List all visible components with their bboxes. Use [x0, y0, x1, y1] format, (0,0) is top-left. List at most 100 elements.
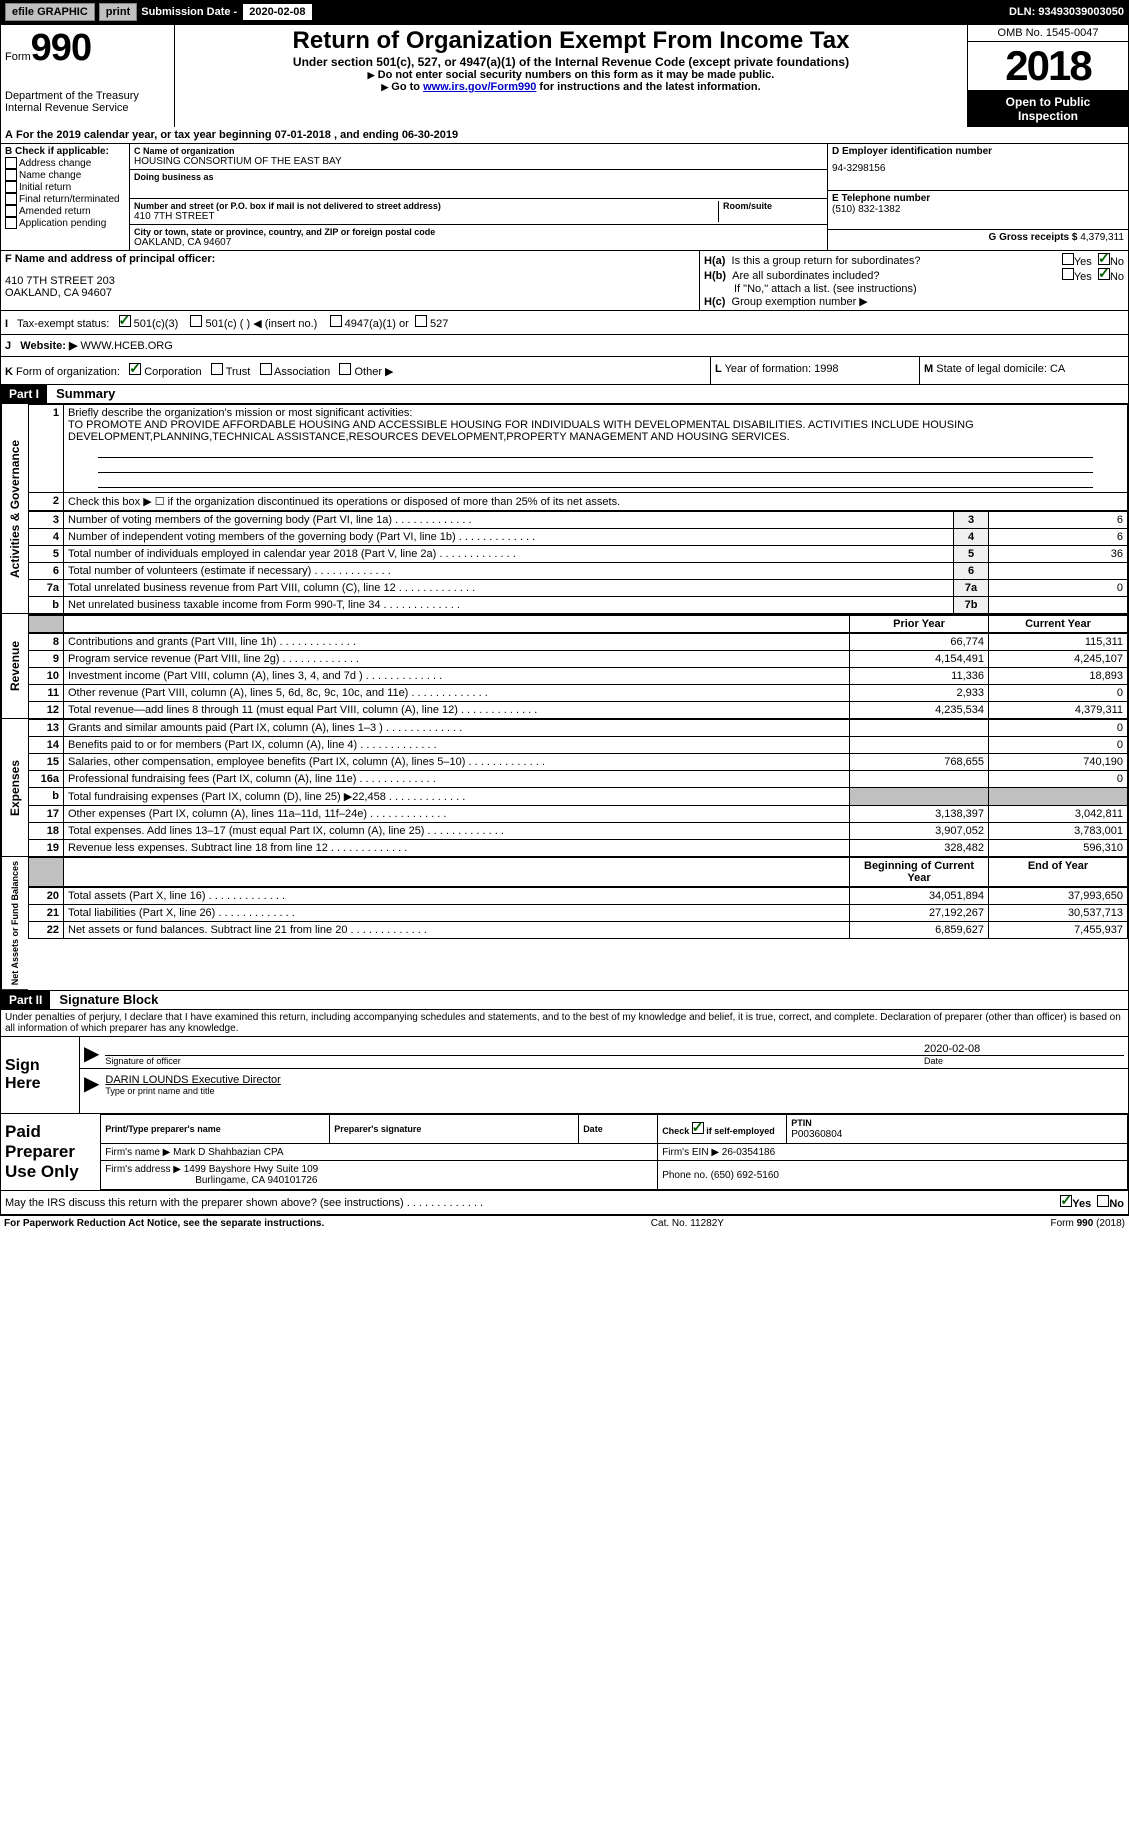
line-cur: 3,042,811	[989, 806, 1128, 823]
cb-may-irs-yes[interactable]	[1060, 1195, 1072, 1207]
line-desc: Program service revenue (Part VIII, line…	[64, 651, 850, 668]
cb-527[interactable]	[415, 315, 427, 327]
cb-final-return[interactable]	[5, 193, 17, 205]
line-desc: Revenue less expenses. Subtract line 18 …	[64, 840, 850, 857]
sig-officer-label: Signature of officer	[105, 1055, 924, 1066]
instr-goto-pre: Go to	[391, 81, 423, 93]
org-name: HOUSING CONSORTIUM OF THE EAST BAY	[134, 156, 823, 167]
line-desc: Total fundraising expenses (Part IX, col…	[64, 788, 850, 806]
lbl-amended-return: Amended return	[19, 206, 91, 217]
cb-501c3[interactable]	[119, 315, 131, 327]
line-cur: 740,190	[989, 754, 1128, 771]
efile-graphic-btn[interactable]: efile GRAPHIC	[5, 3, 95, 21]
line-cur: 0	[989, 771, 1128, 788]
cb-501c[interactable]	[190, 315, 202, 327]
cb-amended-return[interactable]	[5, 205, 17, 217]
line-num: 4	[29, 529, 64, 546]
period-begin: 07-01-2018	[275, 129, 331, 141]
line-prior: 6,859,627	[850, 922, 989, 939]
line-desc: Professional fundraising fees (Part IX, …	[64, 771, 850, 788]
line-desc: Number of independent voting members of …	[64, 529, 954, 546]
d-label: D Employer identification number	[832, 146, 992, 157]
hb-label: H(b)	[704, 270, 726, 282]
line-val: 0	[989, 580, 1128, 597]
cb-corporation[interactable]	[129, 363, 141, 375]
m-text: State of legal domicile:	[936, 363, 1050, 375]
lbl-address-change: Address change	[19, 158, 91, 169]
l-text: Year of formation:	[725, 363, 814, 375]
e-label: E Telephone number	[832, 193, 930, 204]
line-prior: 3,138,397	[850, 806, 989, 823]
line-num: 16a	[29, 771, 64, 788]
footer-num: 990	[1077, 1218, 1094, 1229]
line-desc: Other expenses (Part IX, column (A), lin…	[64, 806, 850, 823]
line-desc: Total number of individuals employed in …	[64, 546, 954, 563]
cb-self-employed[interactable]	[692, 1122, 704, 1134]
hdr-end-year: End of Year	[989, 858, 1128, 887]
firm-name-label: Firm's name ▶	[105, 1147, 170, 1158]
line-ref: 3	[954, 512, 989, 529]
line-desc: Total unrelated business revenue from Pa…	[64, 580, 954, 597]
period-end: 06-30-2019	[402, 129, 458, 141]
cb-name-change[interactable]	[5, 169, 17, 181]
line-ref: 5	[954, 546, 989, 563]
opt-501c: 501(c) ( ) ◀ (insert no.)	[206, 318, 318, 330]
cb-may-irs-no[interactable]	[1097, 1195, 1109, 1207]
lbl-initial-return: Initial return	[19, 182, 71, 193]
l-label: L	[715, 363, 722, 375]
line-desc: Total assets (Part X, line 16)	[64, 888, 850, 905]
firm-name: Mark D Shahbazian CPA	[173, 1147, 283, 1158]
dba-label: Doing business as	[134, 172, 823, 182]
print-btn[interactable]: print	[99, 3, 137, 21]
cb-initial-return[interactable]	[5, 181, 17, 193]
dept-treasury: Department of the Treasury	[5, 90, 170, 102]
q1-answer: TO PROMOTE AND PROVIDE AFFORDABLE HOUSIN…	[68, 419, 974, 443]
col-b-check-applicable: B Check if applicable: Address change Na…	[1, 144, 130, 250]
sig-date-label: Date	[924, 1055, 1124, 1066]
dln: DLN: 93493039003050	[1009, 6, 1124, 18]
instr-goto-post: for instructions and the latest informat…	[536, 81, 760, 93]
website-label: Website: ▶	[20, 340, 77, 352]
cb-hb-yes[interactable]	[1062, 268, 1074, 280]
part2-title: Signature Block	[59, 992, 158, 1007]
hb-text: Are all subordinates included?	[732, 270, 879, 282]
period-mid: , and ending	[334, 129, 402, 141]
line-ref: 6	[954, 563, 989, 580]
cb-ha-yes[interactable]	[1062, 253, 1074, 265]
part2-header: Part II	[1, 991, 50, 1009]
line-ref: 7a	[954, 580, 989, 597]
line-prior: 4,154,491	[850, 651, 989, 668]
hdr-beg-year: Beginning of Current Year	[850, 858, 989, 887]
label-a: A	[5, 129, 13, 141]
prep-phone: (650) 692-5160	[711, 1170, 779, 1181]
line-cur: 30,537,713	[989, 905, 1128, 922]
cb-application-pending[interactable]	[5, 217, 17, 229]
line-desc: Number of voting members of the governin…	[64, 512, 954, 529]
cb-other[interactable]	[339, 363, 351, 375]
line-prior: 66,774	[850, 634, 989, 651]
cb-trust[interactable]	[211, 363, 223, 375]
opt-501c3: 501(c)(3)	[134, 318, 179, 330]
instr-link[interactable]: www.irs.gov/Form990	[423, 81, 536, 93]
form-subtitle: Under section 501(c), 527, or 4947(a)(1)…	[185, 55, 957, 69]
line-cur: 0	[989, 685, 1128, 702]
cb-address-change[interactable]	[5, 157, 17, 169]
line-desc: Grants and similar amounts paid (Part IX…	[64, 720, 850, 737]
line-val	[989, 597, 1128, 614]
opt-trust: Trust	[226, 366, 251, 378]
cb-4947[interactable]	[330, 315, 342, 327]
cb-hb-no[interactable]	[1098, 268, 1110, 280]
line-ref: 7b	[954, 597, 989, 614]
line-num: 19	[29, 840, 64, 857]
line-num: b	[29, 597, 64, 614]
line-prior: 768,655	[850, 754, 989, 771]
declaration: Under penalties of perjury, I declare th…	[0, 1010, 1129, 1037]
cb-ha-no[interactable]	[1098, 253, 1110, 265]
cb-association[interactable]	[260, 363, 272, 375]
h-instr: If "No," attach a list. (see instruction…	[704, 283, 1124, 295]
line-desc: Other revenue (Part VIII, column (A), li…	[64, 685, 850, 702]
opt-527: 527	[430, 318, 448, 330]
sign-here: Sign Here	[1, 1037, 80, 1113]
may-irs-no: No	[1109, 1198, 1124, 1210]
opt-other: Other ▶	[354, 366, 393, 378]
